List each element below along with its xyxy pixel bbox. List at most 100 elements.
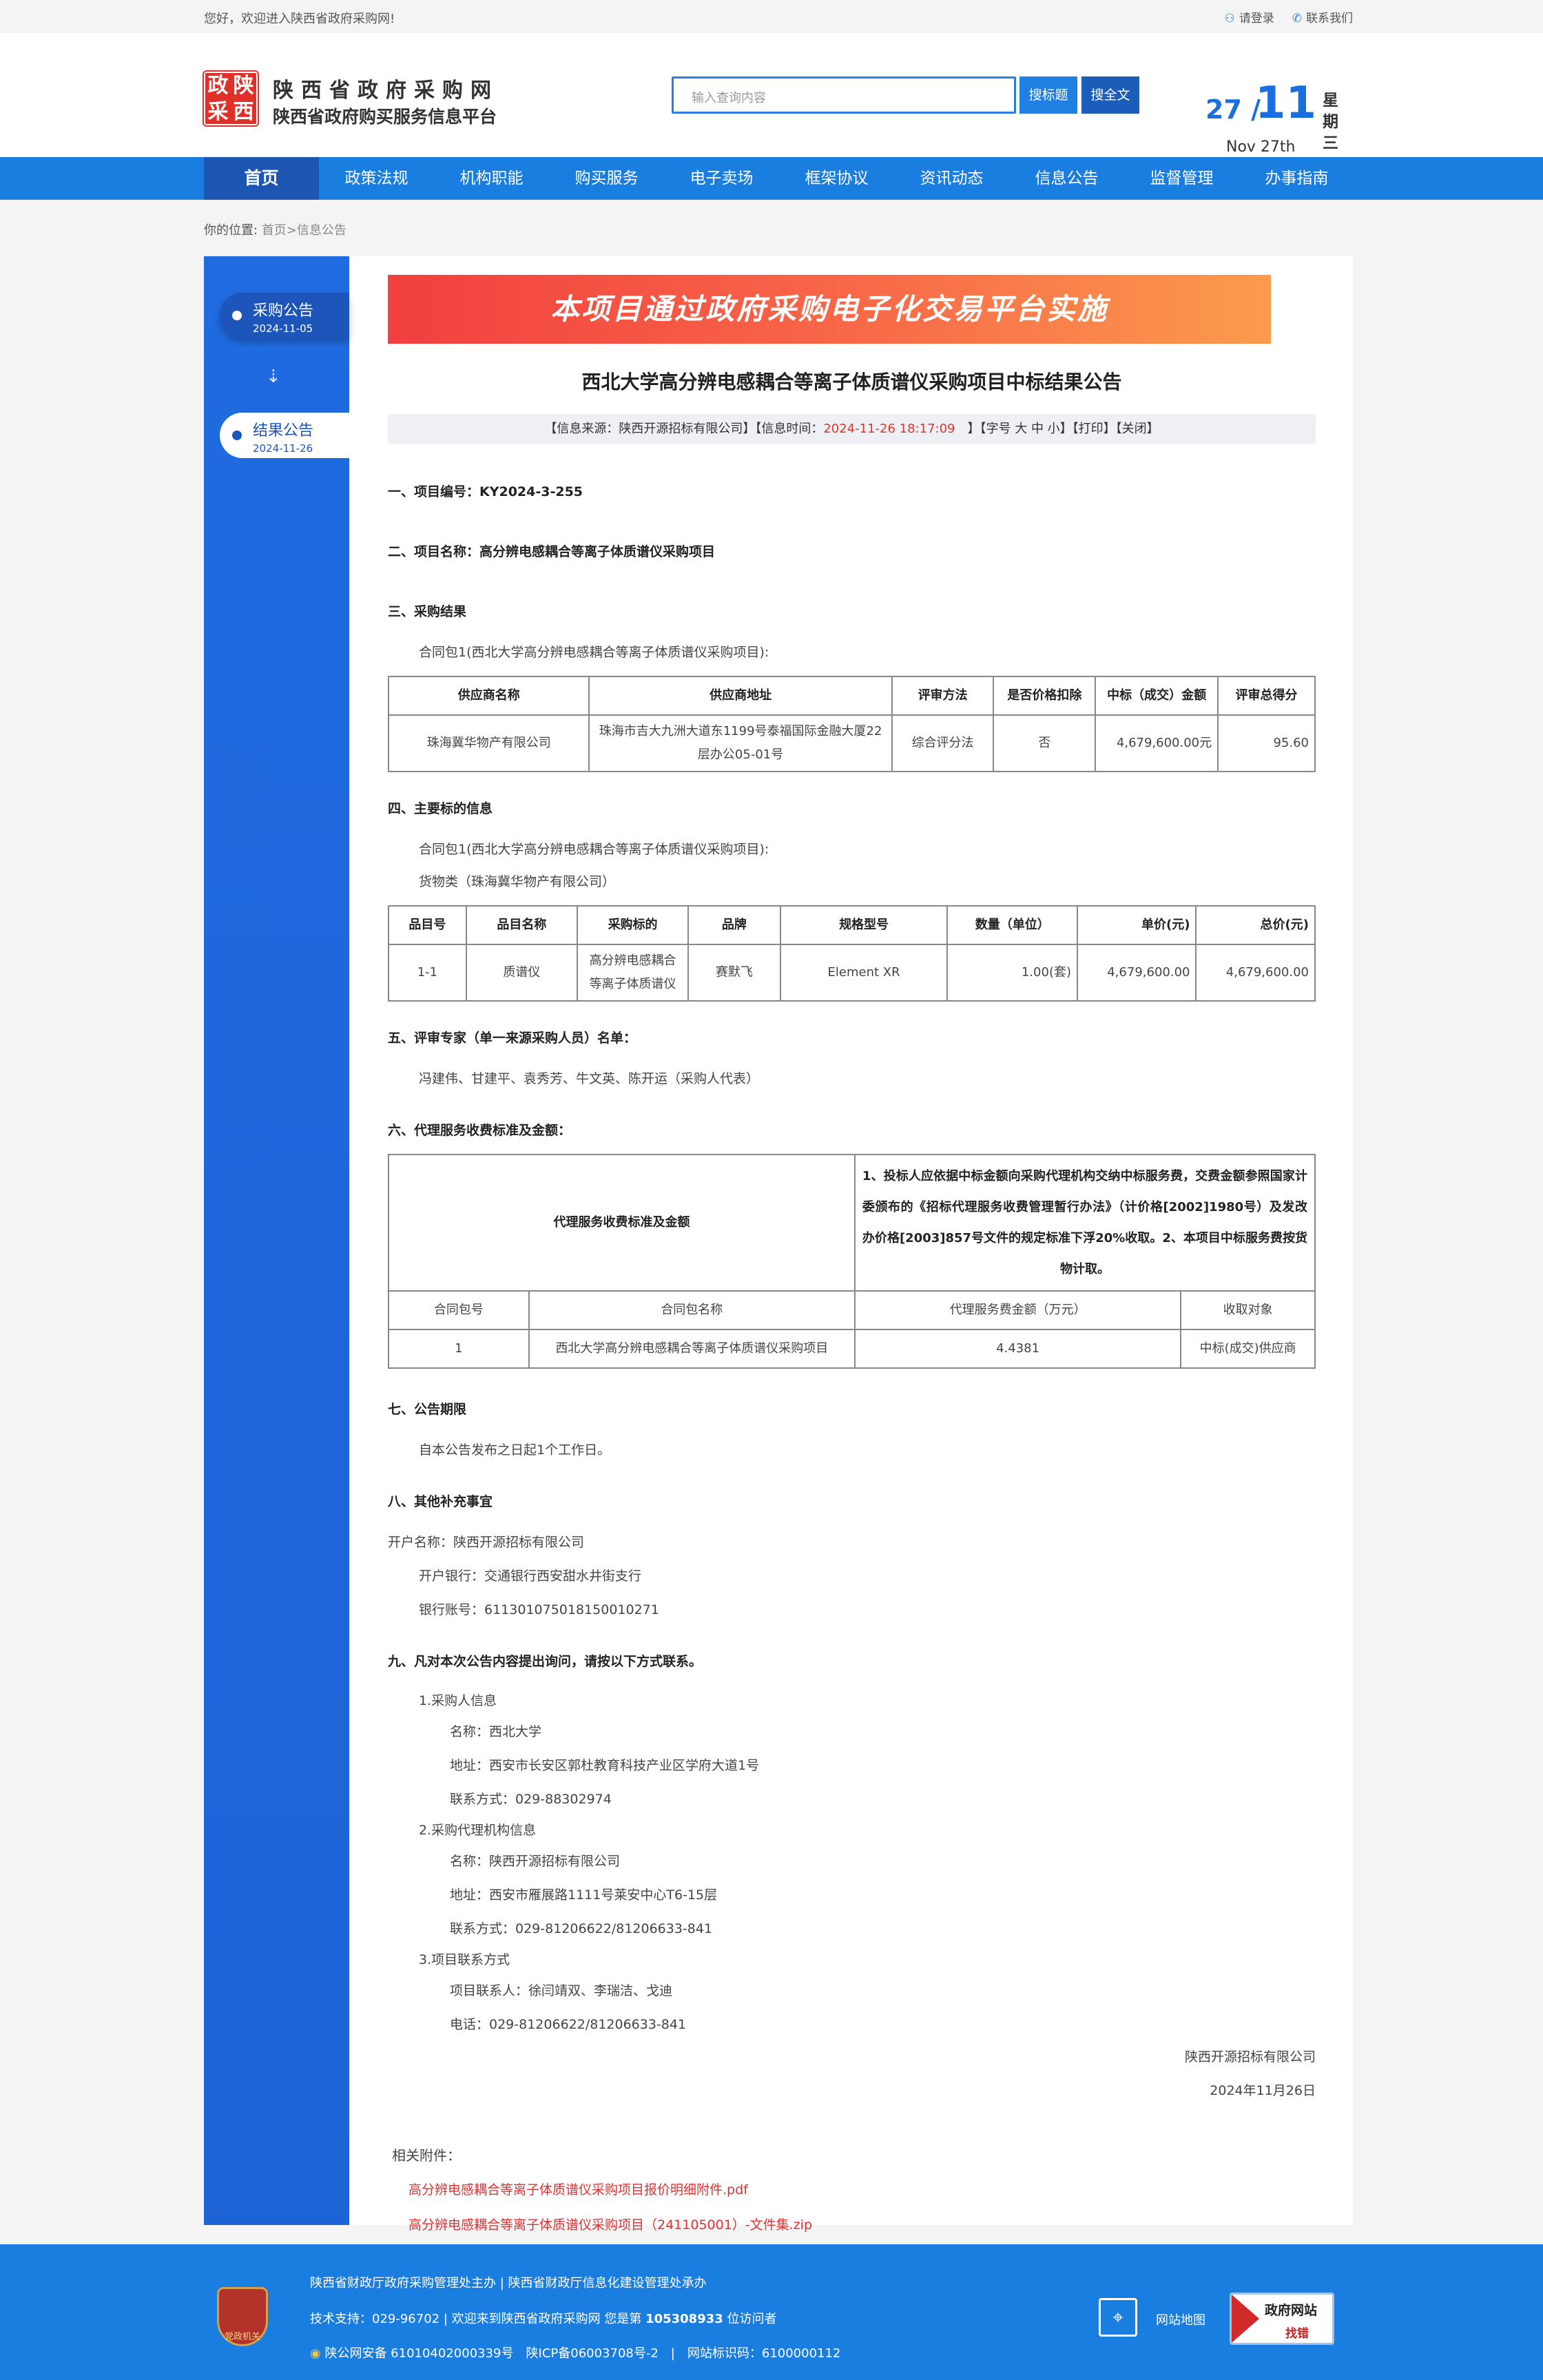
contact-line: 地址：西安市长安区郭杜教育科技产业区学府大道1号 [450, 1758, 760, 1773]
fee-standard-label: 代理服务收费标准及金额 [388, 1154, 856, 1292]
map-icon[interactable]: ⌖ [1099, 2298, 1137, 2337]
section-heading: 二、项目名称：高分辨电感耦合等离子体质谱仪采购项目 [388, 544, 716, 559]
date-month: 11 [1255, 78, 1317, 129]
nav-item[interactable]: 政策法规 [344, 169, 408, 187]
contact-line: 3.项目联系方式 [419, 1952, 510, 1967]
contact-line: 地址：西安市雁展路1111号莱安中心T6-15层 [450, 1887, 718, 1903]
badge-title: 政府网站 [1265, 2303, 1318, 2318]
nav-item[interactable]: 机构职能 [459, 169, 524, 187]
nav-item[interactable]: 资讯动态 [920, 169, 984, 187]
column-header: 数量（单位） [946, 905, 1078, 945]
contact-line: 1.采购人信息 [419, 1693, 497, 1708]
nav-item[interactable]: 电子卖场 [690, 169, 754, 187]
site-logo[interactable]: 政陕采西 [203, 70, 259, 127]
emblem-label: 党政机关 [224, 2332, 260, 2342]
agency-fee-table: 代理服务收费标准及金额 1、投标人应依据中标金额向采购代理机构交纳中标服务费，交… [388, 1154, 1316, 1369]
table-cell: 4,679,600.00元 [1095, 714, 1219, 772]
sitemap-link[interactable]: 网站地图 [1156, 2313, 1205, 2328]
column-header: 供应商名称 [387, 676, 590, 716]
registration-text[interactable]: 陕公网安备 61010402000339号 陕ICP备06003708号-2 |… [324, 2346, 841, 2361]
report-error-badge[interactable]: 政府网站 找错 [1230, 2293, 1334, 2345]
top-bar: 您好，欢迎进入陕西省政府采购网! ⚇ 请登录 ✆ 联系我们 [0, 0, 1543, 33]
table-cell: 质谱仪 [465, 944, 579, 1002]
table-header-row: 品目号 品目名称 采购标的 品牌 规格型号 数量（单位） 单价(元) 总价(元) [388, 905, 1316, 945]
search-title-button[interactable]: 搜标题 [1019, 76, 1077, 114]
timeline-sidebar: 采购公告 2024-11-05 ⇣ 结果公告 2024-11-26 [204, 256, 349, 2225]
logo-char: 政 [207, 74, 229, 98]
section-heading: 六、代理服务收费标准及金额： [388, 1123, 572, 1138]
party-gov-emblem-icon[interactable]: 党政机关 [217, 2287, 268, 2346]
contact-line: 联系方式：029-81206622/81206633-841 [450, 1921, 713, 1936]
login-link[interactable]: ⚇ 请登录 [1225, 8, 1274, 25]
table-cell: 4,679,600.00 [1076, 944, 1197, 1002]
table-cell: 珠海冀华物产有限公司 [387, 714, 590, 772]
column-header: 品目名称 [465, 905, 579, 945]
breadcrumb-label: 你的位置: [204, 223, 258, 238]
nav-item[interactable]: 购买服务 [574, 169, 639, 187]
date-english: Nov 27th [1226, 138, 1296, 156]
goods-text: 货物类（珠海冀华物产有限公司） [419, 874, 616, 889]
sidebar-item-label: 结果公告 [253, 422, 314, 439]
contact-link[interactable]: ✆ 联系我们 [1292, 8, 1353, 25]
search-input[interactable]: 输入查询内容 [672, 76, 1016, 114]
visitor-suffix: 位访问者 [723, 2312, 777, 2326]
attachment-link[interactable]: 高分辨电感耦合等离子体质谱仪采购项目（241105001）-文件集.zip [408, 2217, 813, 2233]
table-cell: 否 [993, 714, 1097, 772]
signature-org: 陕西开源招标有限公司 [1184, 2049, 1316, 2065]
table-cell: 代理服务费金额（万元） [853, 1290, 1182, 1330]
sidebar-item-result-notice[interactable]: 结果公告 2024-11-26 [220, 413, 349, 458]
contact-line: 项目联系人：徐闫靖双、李瑞洁、戈迪 [450, 1983, 673, 1998]
attachment-link[interactable]: 高分辨电感耦合等离子体质谱仪采购项目报价明细附件.pdf [408, 2182, 748, 2197]
nav-item[interactable]: 监督管理 [1150, 169, 1214, 187]
logo-char: 陕 [233, 74, 254, 98]
column-header: 评审总得分 [1217, 676, 1316, 716]
content-box: 采购公告 2024-11-05 ⇣ 结果公告 2024-11-26 本项目通过政… [204, 256, 1353, 2233]
package-text: 合同包1(西北大学高分辨电感耦合等离子体质谱仪采购项目): [419, 645, 769, 660]
nav-item[interactable]: 框架协议 [805, 169, 869, 187]
login-label: 请登录 [1239, 12, 1274, 25]
info-actions[interactable]: 】【字号 大 中 小】【打印】【关闭】 [967, 422, 1159, 436]
table-cell: 4,679,600.00 [1195, 944, 1316, 1002]
footer-support: 技术支持：029-96702 | 欢迎来到陕西省政府采购网 您是第 105308… [310, 2309, 777, 2327]
info-source: 【信息来源：陕西开源招标有限公司】【信息时间： [544, 422, 824, 436]
table-cell: 95.60 [1217, 714, 1316, 772]
column-header: 中标（成交）金额 [1095, 676, 1219, 716]
article-title: 西北大学高分辨电感耦合等离子体质谱仪采购项目中标结果公告 [581, 371, 1122, 393]
site-subtitle: 陕西省政府购买服务信息平台 [273, 107, 497, 127]
contact-line: 2.采购代理机构信息 [419, 1823, 537, 1838]
bank-name: 开户银行：交通银行西安甜水井街支行 [419, 1569, 642, 1584]
sidebar-item-date: 2024-11-05 [253, 322, 313, 335]
nav-item[interactable]: 办事指南 [1265, 169, 1329, 187]
breadcrumb-home[interactable]: 首页 [261, 223, 287, 238]
badge-subtitle: 找错 [1285, 2327, 1309, 2341]
info-time: 2024-11-26 18:17:09 [823, 422, 955, 436]
table-cell: 综合评分法 [891, 714, 995, 772]
nav-item[interactable]: 信息公告 [1035, 169, 1099, 187]
table-header-row: 供应商名称 供应商地址 评审方法 是否价格扣除 中标（成交）金额 评审总得分 [387, 676, 1316, 716]
footer-sponsor: 陕西省财政厅政府采购管理处主办 | 陕西省财政厅信息化建设管理处承办 [310, 2276, 707, 2290]
table-header-row: 合同包号 合同包名称 代理服务费金额（万元） 收取对象 [388, 1290, 1316, 1330]
table-cell: 1 [388, 1329, 530, 1369]
nav-item[interactable]: 首页 [204, 157, 319, 200]
table-row: 珠海冀华物产有限公司 珠海市吉大九洲大道东1199号泰福国际金融大厦22层办公05… [387, 714, 1316, 772]
police-badge-icon: ◉ [310, 2346, 321, 2361]
logo-char: 西 [233, 100, 254, 124]
sidebar-item-procurement-notice[interactable]: 采购公告 2024-11-05 [220, 293, 349, 338]
weekday: 星期三 [1323, 92, 1338, 152]
contact-line: 名称：西北大学 [450, 1724, 542, 1739]
article: 本项目通过政府采购电子化交易平台实施 西北大学高分辨电感耦合等离子体质谱仪采购项… [387, 256, 1316, 2233]
contact-label: 联系我们 [1306, 12, 1353, 25]
table-cell: 合同包名称 [528, 1290, 856, 1330]
table-cell: 1.00(套) [946, 944, 1078, 1002]
search-fulltext-button[interactable]: 搜全文 [1081, 76, 1139, 114]
column-header: 供应商地址 [588, 676, 893, 716]
day-value: 27 [1205, 94, 1242, 125]
welcome-text: 您好，欢迎进入陕西省政府采购网! [204, 12, 395, 26]
column-header: 单价(元) [1076, 905, 1197, 945]
column-header: 采购标的 [576, 905, 690, 945]
table-cell: 1-1 [388, 944, 467, 1002]
signature-date: 2024年11月26日 [1210, 2083, 1316, 2098]
table-row: 1-1 质谱仪 高分辨电感耦合等离子体质谱仪 赛默飞 Element XR 1.00(套)… [388, 944, 1316, 1002]
breadcrumb-current[interactable]: >信息公告 [286, 223, 346, 238]
table-cell: 西北大学高分辨电感耦合等离子体质谱仪采购项目 [528, 1329, 856, 1369]
